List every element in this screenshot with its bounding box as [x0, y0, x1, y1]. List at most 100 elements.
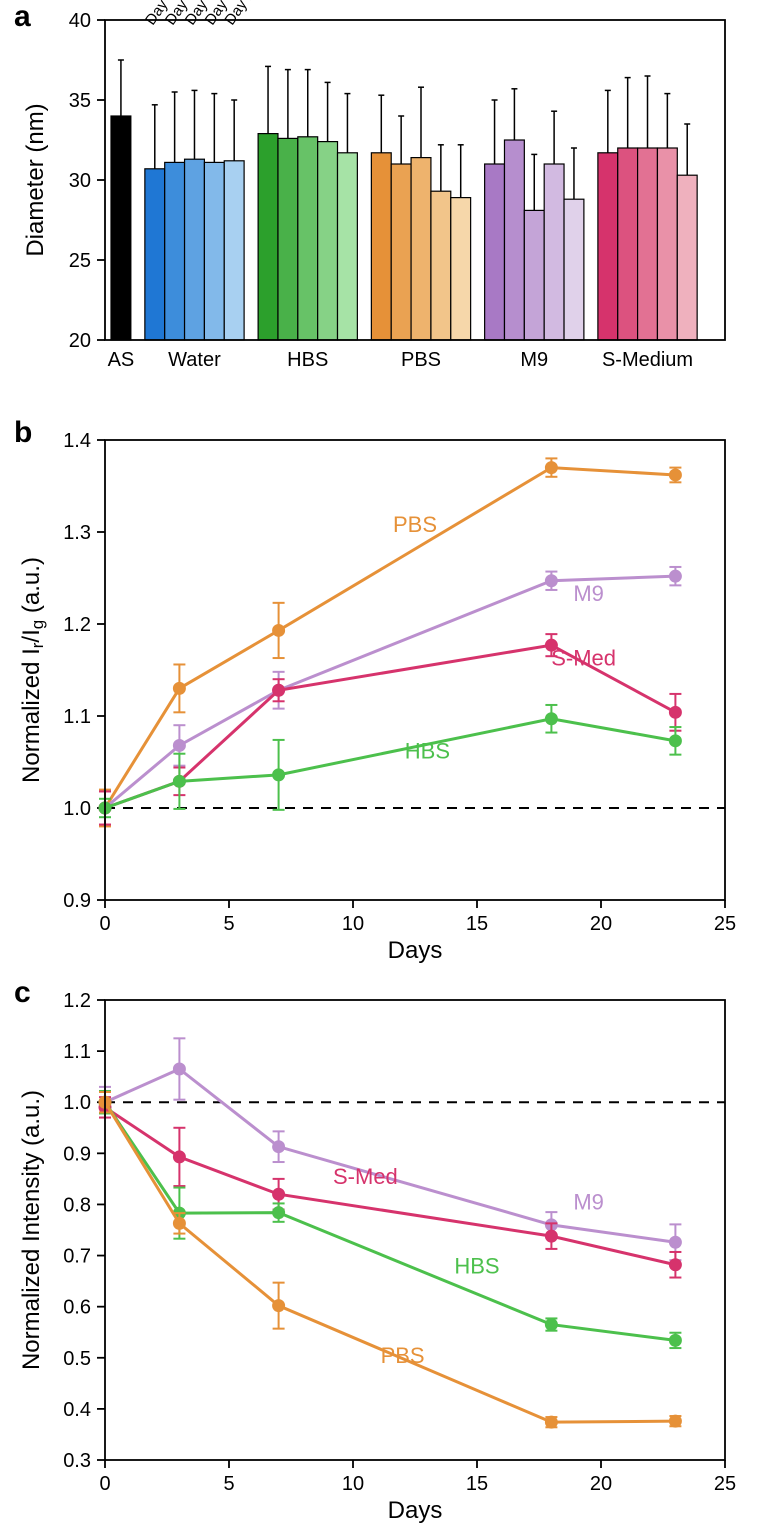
series-line	[105, 1069, 675, 1242]
svg-text:0.4: 0.4	[63, 1399, 91, 1421]
data-point	[545, 1319, 557, 1331]
data-point	[545, 1230, 557, 1242]
svg-text:0.8: 0.8	[63, 1194, 91, 1216]
data-point	[273, 1300, 285, 1312]
svg-text:25: 25	[714, 1473, 736, 1495]
data-point	[173, 739, 185, 751]
svg-text:0: 0	[99, 1473, 110, 1495]
svg-text:20: 20	[590, 1473, 612, 1495]
svg-text:0.3: 0.3	[63, 1450, 91, 1472]
svg-text:5: 5	[223, 913, 234, 935]
svg-text:5: 5	[223, 1473, 234, 1495]
series-line	[105, 576, 675, 808]
svg-text:40: 40	[69, 10, 91, 32]
series-label: HBS	[454, 1253, 499, 1278]
panel-b-xlabel: Days	[388, 937, 443, 964]
data-point	[173, 775, 185, 787]
svg-text:1.0: 1.0	[63, 1092, 91, 1114]
data-point	[545, 462, 557, 474]
bar	[618, 148, 638, 340]
bar-group-label: S-Medium	[602, 349, 693, 371]
data-point	[173, 1151, 185, 1163]
bar	[564, 199, 584, 340]
bar	[318, 142, 338, 340]
bar	[677, 175, 697, 340]
data-point	[173, 682, 185, 694]
data-point	[545, 713, 557, 725]
data-point	[669, 1236, 681, 1248]
bar	[391, 164, 411, 340]
bar	[111, 116, 131, 340]
svg-text:1.2: 1.2	[63, 990, 91, 1012]
data-point	[669, 1334, 681, 1346]
panel-c-ylabel: Normalized Intensity (a.u.)	[18, 1090, 45, 1370]
data-point	[173, 1217, 185, 1229]
bar	[638, 148, 658, 340]
series-label: S-Med	[551, 645, 616, 670]
data-point	[273, 684, 285, 696]
svg-text:15: 15	[466, 913, 488, 935]
bar	[504, 140, 524, 340]
panel-a-letter: a	[14, 0, 31, 34]
series-line	[105, 1102, 675, 1422]
svg-text:0.9: 0.9	[63, 890, 91, 912]
bar	[204, 162, 224, 340]
svg-text:20: 20	[69, 330, 91, 352]
data-point	[669, 469, 681, 481]
panel-c: 0.30.40.50.60.70.80.91.01.11.20510152025…	[18, 990, 736, 1524]
svg-text:1.3: 1.3	[63, 522, 91, 544]
svg-text:10: 10	[342, 1473, 364, 1495]
bar	[544, 164, 564, 340]
series-label: HBS	[405, 738, 450, 763]
data-point	[669, 1415, 681, 1427]
figure: 2025303540Diameter (nm)ASWaterHBSPBSM9S-…	[0, 0, 762, 1531]
bar-group-label: HBS	[287, 349, 328, 371]
data-point	[273, 769, 285, 781]
panel-a-ylabel: Diameter (nm)	[22, 103, 49, 256]
svg-text:1.4: 1.4	[63, 430, 91, 452]
bar	[371, 153, 391, 340]
data-point	[669, 570, 681, 582]
bar-group-label: AS	[108, 349, 135, 371]
svg-text:25: 25	[714, 913, 736, 935]
data-point	[273, 1141, 285, 1153]
data-point	[545, 1416, 557, 1428]
bar	[485, 164, 505, 340]
svg-text:10: 10	[342, 913, 364, 935]
svg-text:1.0: 1.0	[63, 798, 91, 820]
svg-text:0.9: 0.9	[63, 1143, 91, 1165]
svg-text:1.2: 1.2	[63, 614, 91, 636]
data-point	[669, 1259, 681, 1271]
bar	[338, 153, 358, 340]
data-point	[669, 706, 681, 718]
series-label: M9	[573, 581, 604, 606]
svg-text:30: 30	[69, 170, 91, 192]
bar	[185, 159, 205, 340]
bar	[258, 134, 278, 340]
bar	[451, 198, 471, 340]
bar	[165, 162, 185, 340]
series-line	[105, 719, 675, 808]
svg-text:25: 25	[69, 250, 91, 272]
bar	[145, 169, 165, 340]
svg-text:1.1: 1.1	[63, 1041, 91, 1063]
panel-a: 2025303540Diameter (nm)ASWaterHBSPBSM9S-…	[22, 0, 725, 371]
panel-b: 0.91.01.11.21.31.40510152025Normalized I…	[18, 430, 736, 964]
svg-text:0.5: 0.5	[63, 1348, 91, 1370]
bar	[298, 137, 318, 340]
bar	[431, 191, 451, 340]
series-line	[105, 1102, 675, 1340]
series-label: S-Med	[333, 1164, 398, 1189]
svg-text:15: 15	[466, 1473, 488, 1495]
bar	[278, 138, 298, 340]
series-label: PBS	[393, 512, 437, 537]
series-line	[105, 468, 675, 808]
svg-text:20: 20	[590, 913, 612, 935]
bar	[524, 210, 544, 340]
svg-text:0: 0	[99, 913, 110, 935]
bar-group-label: Water	[168, 349, 221, 371]
data-point	[273, 1207, 285, 1219]
panel-c-letter: c	[14, 976, 31, 1010]
bar	[224, 161, 244, 340]
bar-group-label: M9	[520, 349, 548, 371]
